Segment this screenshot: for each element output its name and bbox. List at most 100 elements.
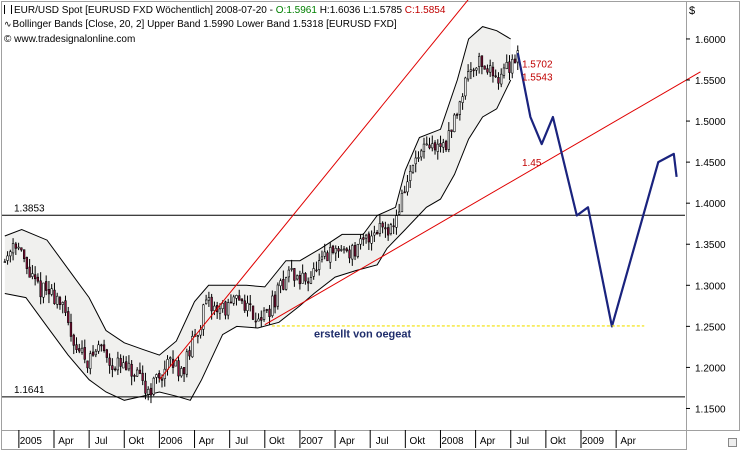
candle-body — [304, 273, 307, 282]
candle-body — [166, 359, 169, 370]
candle-body — [238, 295, 241, 301]
candle-body — [205, 299, 208, 304]
credit-label: erstellt von oegeat — [314, 329, 412, 341]
candle-body — [320, 256, 324, 260]
candle-body — [6, 255, 9, 261]
price-annotation: 1.5543 — [522, 72, 553, 83]
candle-body — [97, 344, 100, 352]
candle-body — [207, 297, 211, 301]
candle-body — [136, 369, 139, 377]
candle-body — [486, 68, 489, 73]
candle-body — [293, 268, 296, 281]
copyright-info: © www.tradesignalonline.com — [4, 33, 135, 46]
x-tick-label: 2005 — [20, 436, 43, 447]
candle-body — [397, 211, 401, 215]
candle-body — [177, 360, 180, 377]
candle-body — [235, 294, 238, 299]
candle-body — [213, 305, 216, 311]
candle-body — [472, 69, 475, 72]
candle-body — [240, 298, 244, 302]
candle-body — [116, 357, 120, 371]
candle-body — [505, 61, 508, 69]
candle-body — [389, 224, 393, 234]
candle-body — [83, 347, 86, 360]
y-tick-label: 1.3000 — [695, 281, 726, 292]
price-annotation: 1.5702 — [522, 59, 553, 70]
candle-body — [89, 353, 92, 369]
candle-body — [317, 260, 321, 270]
candle-body — [436, 143, 439, 152]
candle-body — [309, 277, 313, 284]
candle-body — [119, 357, 122, 367]
candle-body — [475, 67, 478, 71]
candle-body — [469, 69, 473, 72]
candle-body — [144, 380, 147, 394]
candle-body — [155, 374, 158, 378]
x-tick-label: Okt — [410, 436, 426, 447]
candle-body — [169, 357, 172, 360]
candle-body — [439, 143, 442, 147]
candle-body — [147, 388, 150, 395]
candle-body — [400, 193, 404, 213]
candle-body — [53, 289, 56, 305]
candle-body — [301, 272, 304, 284]
y-tick-label: 1.1500 — [695, 404, 726, 415]
candle-body — [149, 387, 153, 396]
lower-band — [4, 79, 512, 401]
candle-body — [188, 350, 191, 357]
y-tick-label: 1.5000 — [695, 117, 726, 128]
candle-body — [315, 269, 318, 272]
candle-body — [265, 309, 268, 311]
candle-body — [61, 302, 64, 305]
candle-body — [323, 251, 326, 257]
candle-body — [108, 357, 111, 366]
trendline — [159, 0, 469, 381]
candle-body — [102, 344, 106, 351]
line-icon: ∿ — [4, 19, 12, 29]
candle-body — [276, 284, 280, 307]
x-tick-label: Jul — [376, 436, 389, 447]
high-value: H:1.6036 — [316, 5, 361, 16]
candle-body — [14, 243, 18, 249]
resize-icon[interactable] — [728, 438, 737, 447]
candle-body — [25, 257, 29, 269]
candle-body — [58, 297, 62, 305]
candle-body — [91, 351, 95, 356]
low-value: L:1.5785 — [360, 5, 403, 16]
candle-body — [229, 301, 233, 304]
series-title: EUR/USD Spot [EURUSD FXD Wöchentlich] 20… — [14, 5, 276, 16]
candle-body — [78, 348, 81, 352]
y-tick-label: 1.2500 — [695, 322, 726, 333]
candle-body — [196, 335, 200, 338]
candle-body — [243, 300, 246, 311]
candle-body — [284, 277, 288, 290]
candle-body — [480, 55, 484, 67]
candle-body — [406, 181, 409, 193]
price-annotation: 1.45 — [522, 158, 542, 169]
candle-body — [345, 248, 348, 252]
x-axis: 2005 Apr Jul Okt 2006 Apr Jul Okt 2007 Apr Jul Okt 2… — [18, 430, 637, 448]
candle-body — [50, 288, 53, 295]
candle-body — [254, 320, 257, 323]
x-tick-label: Apr — [58, 436, 74, 447]
candle-body — [185, 351, 189, 375]
candle-body — [191, 335, 194, 358]
candle-body — [334, 248, 337, 254]
y-tick-label: 1.6000 — [695, 35, 726, 46]
candle-body — [359, 238, 362, 245]
currency-symbol: $ — [689, 5, 695, 17]
open-value: O:1.5961 — [275, 5, 317, 16]
x-tick-label: Apr — [199, 436, 215, 447]
candle-body — [141, 372, 144, 381]
candle-body — [273, 294, 277, 308]
candle-body — [271, 295, 274, 317]
y-tick-label: 1.2000 — [695, 363, 726, 374]
candle-body — [232, 296, 235, 304]
candle-body — [262, 310, 266, 320]
candle-body — [282, 278, 285, 290]
candle-body — [260, 317, 263, 321]
candle-body — [42, 282, 45, 298]
candle-body — [353, 245, 357, 257]
